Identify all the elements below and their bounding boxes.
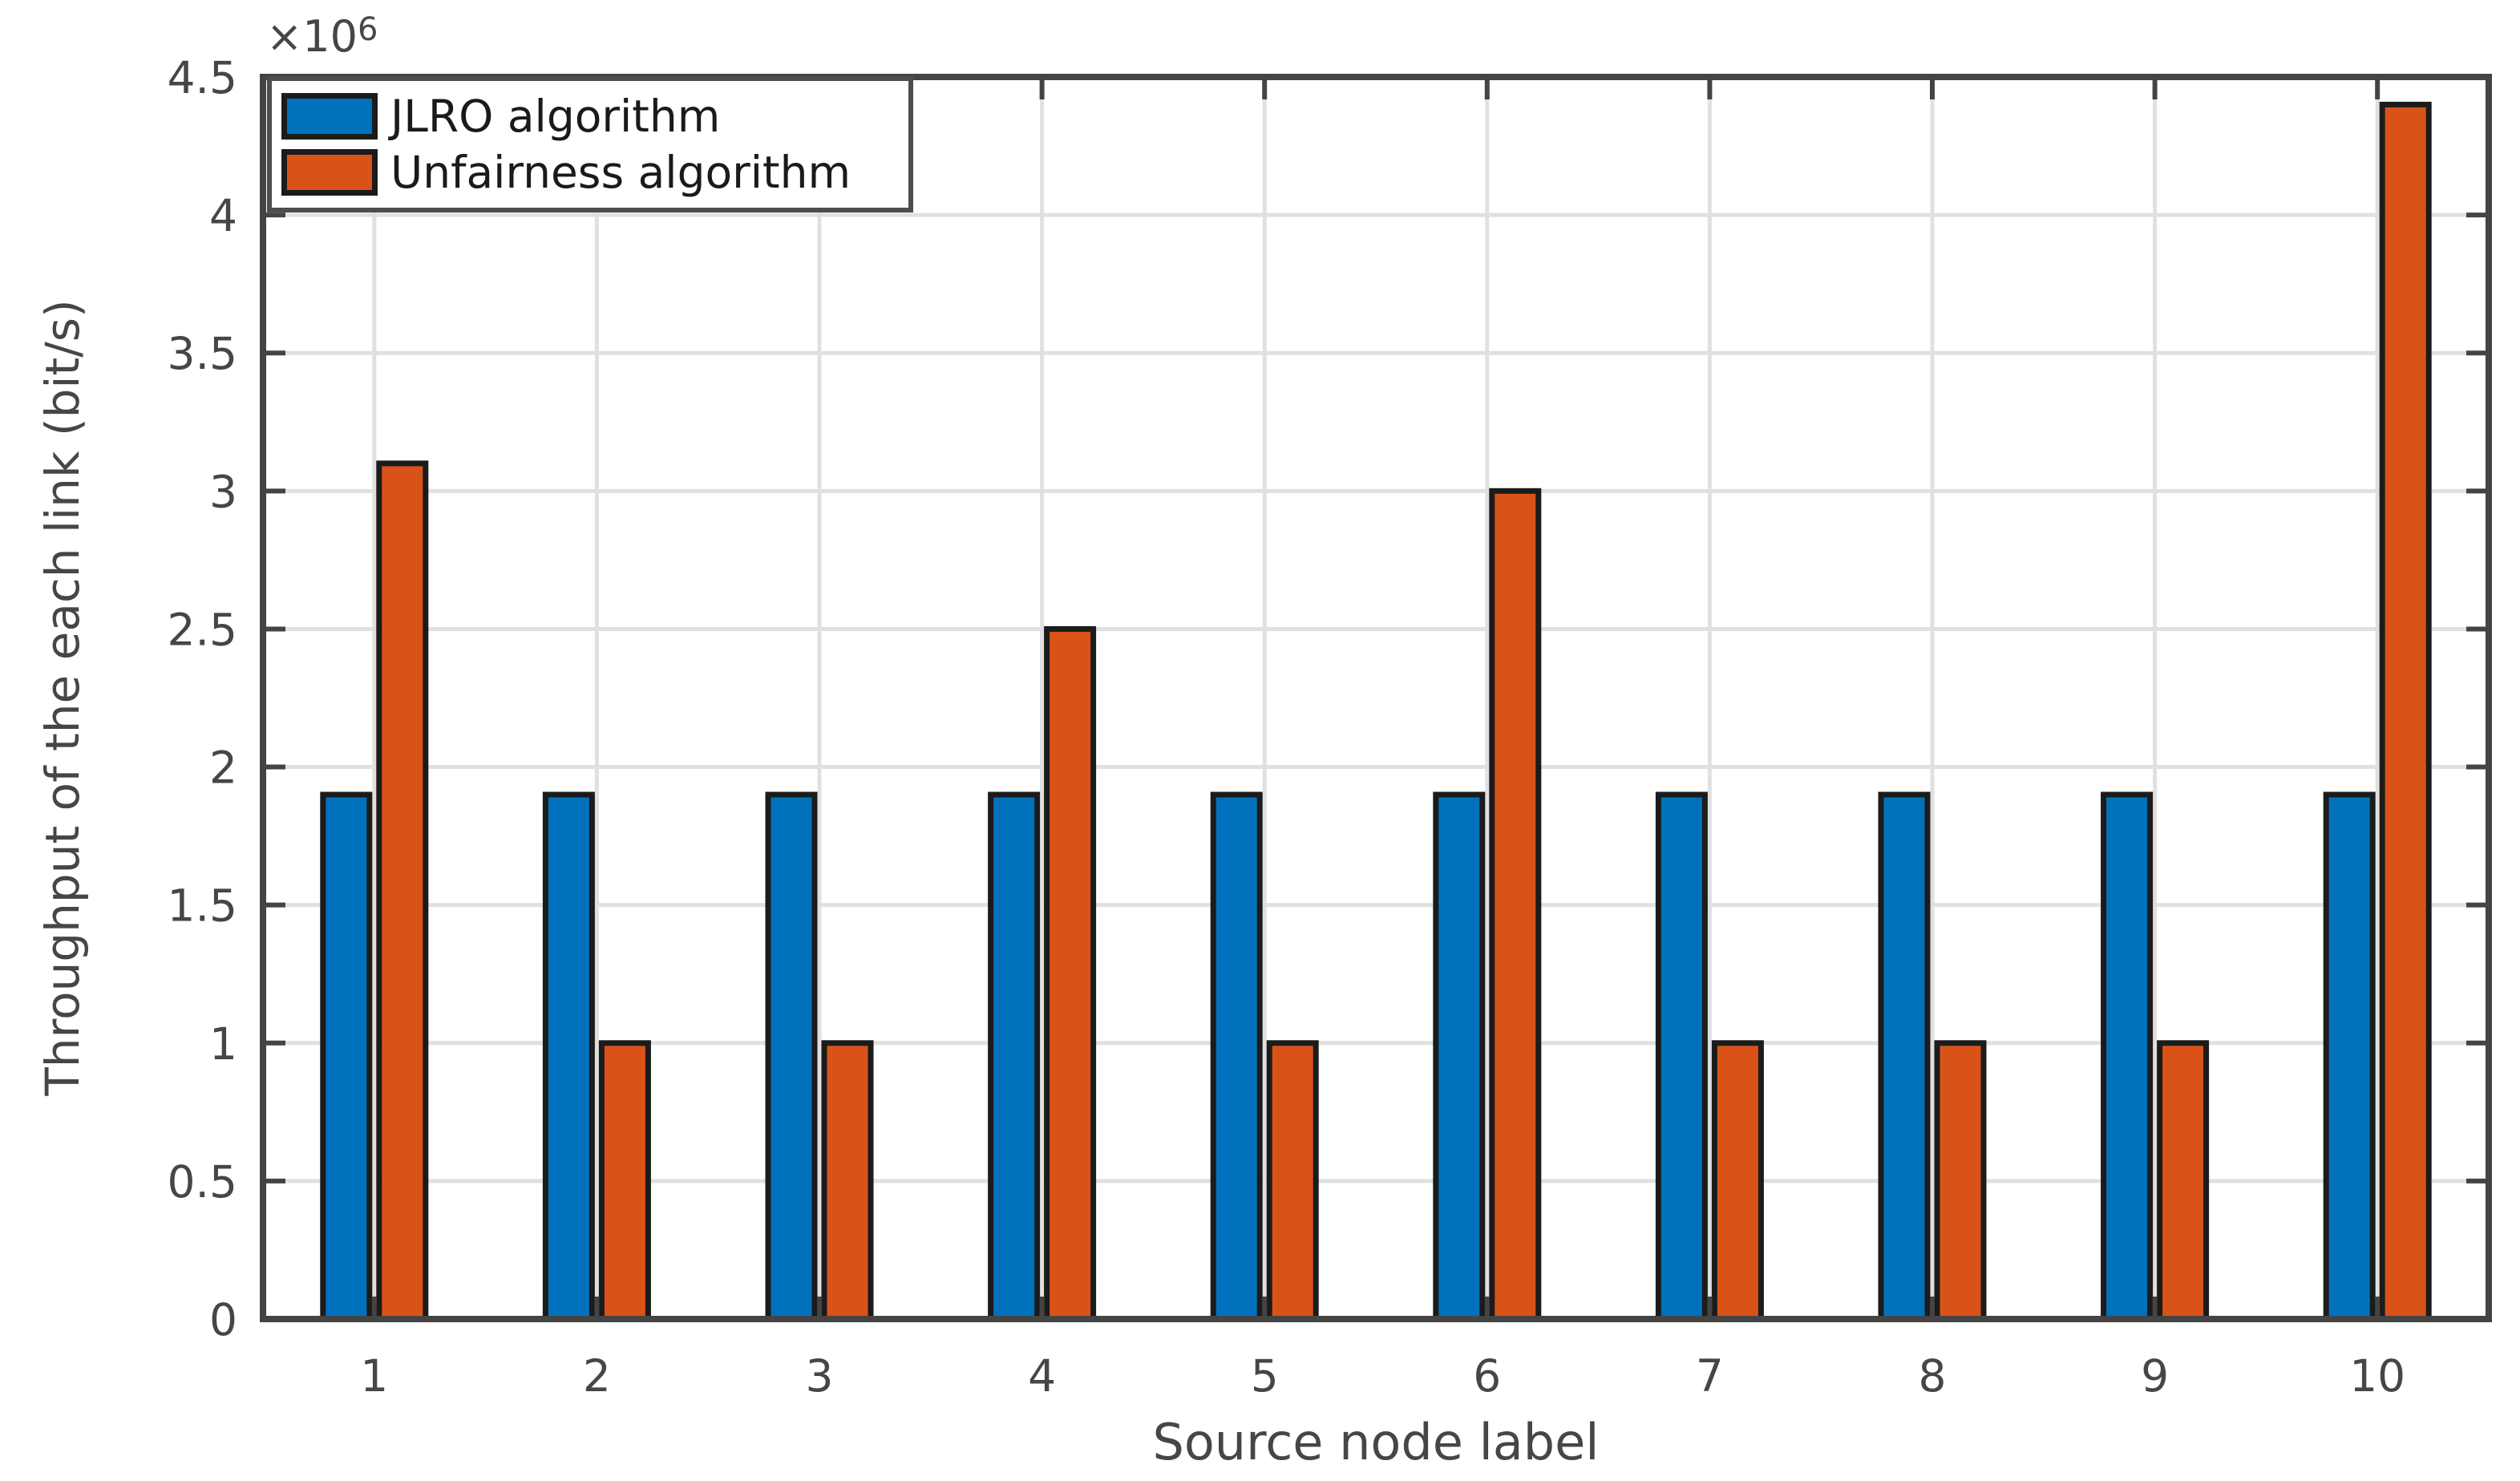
legend-label-jlro: JLRO algorithm (390, 91, 721, 142)
x-tick-label: 6 (1473, 1350, 1501, 1402)
y-tick-label: 0 (209, 1294, 237, 1345)
axes-box (260, 74, 2492, 1322)
bar-series2-cat2 (598, 1040, 651, 1322)
x-tick-label: 8 (1919, 1350, 1947, 1402)
y-axis-exponent: ×106 (266, 11, 378, 62)
x-tick-label: 4 (1028, 1350, 1056, 1402)
exponent-power: 6 (357, 11, 378, 48)
y-tick-label: 3.5 (168, 328, 237, 379)
y-tick-label: 1.5 (168, 880, 237, 932)
bar-series1-cat1 (320, 791, 373, 1322)
y-tick-label: 3 (209, 466, 237, 517)
bar-series2-cat6 (1489, 488, 1542, 1322)
x-tick-label: 10 (2349, 1350, 2405, 1402)
bar-series1-cat3 (765, 791, 818, 1322)
legend-swatch-jlro (281, 93, 378, 140)
bar-series2-cat7 (1711, 1040, 1764, 1322)
legend-item-jlro: JLRO algorithm (281, 91, 908, 142)
bar-series2-cat4 (1044, 625, 1097, 1322)
y-tick-label: 2 (209, 743, 237, 794)
bar-series2-cat5 (1266, 1040, 1319, 1322)
y-tick-label: 0.5 (168, 1156, 237, 1208)
bar-series1-cat8 (1878, 791, 1931, 1322)
bar-series2-cat8 (1934, 1040, 1987, 1322)
x-tick-label: 9 (2141, 1350, 2169, 1402)
x-tick-label: 3 (806, 1350, 834, 1402)
x-axis-label: Source node label (1152, 1413, 1600, 1471)
x-tick-label: 7 (1696, 1350, 1724, 1402)
exponent-base: ×10 (266, 11, 358, 62)
bar-series1-cat10 (2323, 791, 2376, 1322)
legend-swatch-unfairness (281, 149, 378, 196)
y-tick-label: 2.5 (168, 604, 237, 655)
legend-item-unfairness: Unfairness algorithm (281, 147, 908, 198)
y-tick-label: 1 (209, 1018, 237, 1070)
y-axis-label: Throughput of the each link (bit/s) (35, 299, 90, 1096)
bar-series2-cat1 (376, 460, 429, 1322)
y-tick-label: 4.5 (168, 52, 237, 103)
legend: JLRO algorithm Unfairness algorithm (267, 76, 913, 212)
bar-series1-cat5 (1210, 791, 1263, 1322)
bar-series2-cat3 (821, 1040, 874, 1322)
bar-series2-cat10 (2379, 101, 2432, 1322)
bar-series2-cat9 (2157, 1040, 2210, 1322)
x-tick-label: 1 (360, 1350, 388, 1402)
bar-series1-cat4 (988, 791, 1041, 1322)
y-tick-label: 4 (209, 190, 237, 241)
x-tick-label: 2 (583, 1350, 611, 1402)
legend-label-unfairness: Unfairness algorithm (390, 147, 851, 198)
x-tick-label: 5 (1251, 1350, 1279, 1402)
bar-series1-cat6 (1433, 791, 1486, 1322)
bar-series1-cat2 (542, 791, 595, 1322)
bar-series1-cat9 (2101, 791, 2154, 1322)
bar-series1-cat7 (1655, 791, 1708, 1322)
